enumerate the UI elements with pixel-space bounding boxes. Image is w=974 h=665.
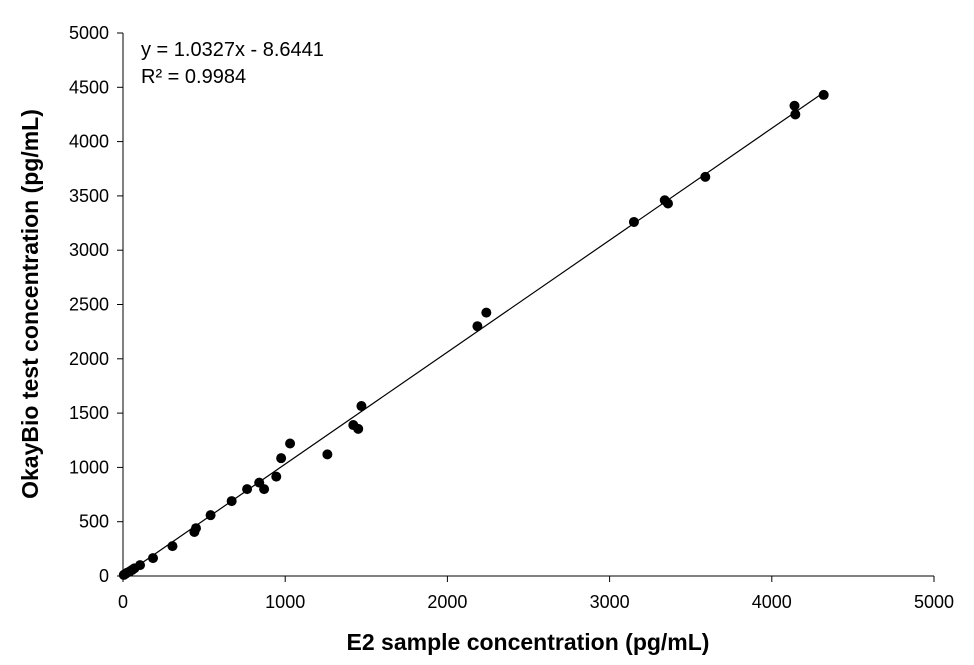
data-point [226,496,237,507]
data-point [271,471,282,482]
y-tick-label: 2000 [69,349,109,369]
data-point [790,109,801,120]
data-point [285,438,296,449]
data-point [700,171,711,182]
data-point [242,484,253,495]
x-tick-label: 1000 [265,592,305,612]
data-point [148,553,159,564]
data-point [662,198,673,209]
r-squared-annotation: R² = 0.9984 [141,66,246,88]
y-tick-label: 0 [99,566,109,586]
x-axis-title: E2 sample concentration (pg/mL) [347,629,710,655]
data-point [628,216,639,227]
y-tick-label: 1500 [69,403,109,423]
data-point [167,541,178,552]
axes [122,33,934,577]
y-tick-label: 500 [79,512,109,532]
y-tick-label: 4000 [69,132,109,152]
x-tick-label: 2000 [427,592,467,612]
data-points [118,89,829,580]
y-tick-label: 1000 [69,457,109,477]
data-point [818,89,829,100]
y-tick-label: 4500 [69,77,109,97]
equation-annotation: y = 1.0327x - 8.6441 [141,39,324,61]
data-point [356,401,367,412]
data-point [205,510,216,521]
y-tick-label: 3000 [69,240,109,260]
y-tick-label: 5000 [69,23,109,43]
data-point [135,560,146,571]
data-point [259,484,270,495]
y-tick-label: 2500 [69,295,109,315]
y-axis-title: OkayBio test concentration (pg/mL) [17,109,43,499]
data-point [276,453,287,464]
data-point [472,321,483,332]
x-tick-label: 3000 [590,592,630,612]
data-point [322,449,333,460]
data-point [190,523,201,534]
data-point [353,423,364,434]
data-point [789,100,800,111]
y-tick-group: 0 500 1000 1500 2000 2500 3000 3500 4000 4500 5000 [69,23,123,586]
data-point [481,307,492,318]
y-tick-label: 3500 [69,186,109,206]
x-tick-label: 4000 [752,592,792,612]
x-tick-group: 0 1000 2000 3000 4000 5000 [118,576,954,612]
x-tick-label: 0 [118,592,128,612]
x-tick-label: 5000 [914,592,954,612]
